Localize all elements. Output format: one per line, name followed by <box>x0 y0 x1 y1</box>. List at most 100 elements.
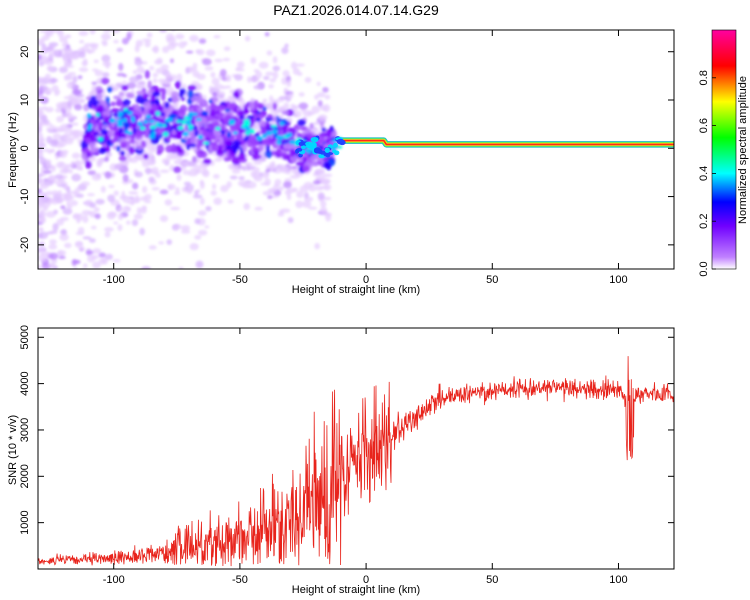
heatmap-cell <box>151 186 160 191</box>
heatmap-cell <box>263 75 270 81</box>
heatmap-cell <box>165 72 173 80</box>
heatmap-cell <box>38 109 45 115</box>
heatmap-cell <box>194 218 201 225</box>
heatmap-cell <box>336 145 343 149</box>
heatmap-cell <box>215 126 221 131</box>
heatmap-cell <box>38 39 45 44</box>
heatmap-cell <box>154 59 163 65</box>
heatmap-cell <box>121 80 128 85</box>
heatmap-cell <box>53 49 62 57</box>
heatmap-cell <box>74 23 82 29</box>
heatmap-cell <box>196 107 203 112</box>
heatmap-cell <box>123 122 131 129</box>
heatmap-cell <box>312 180 321 185</box>
heatmap-cell <box>59 161 64 168</box>
heatmap-cell <box>44 8 51 14</box>
heatmap-cell <box>181 83 187 89</box>
heatmap-cell <box>319 206 328 214</box>
heatmap-cell <box>94 213 101 220</box>
heatmap-cell <box>104 156 110 162</box>
heatmap-cell <box>265 71 275 76</box>
heatmap-cell <box>152 91 161 98</box>
heatmap-cell <box>107 194 116 203</box>
heatmap-cell <box>73 129 83 138</box>
heatmap-cell <box>134 171 143 178</box>
heatmap-cell <box>119 195 128 200</box>
heatmap-cell <box>136 90 146 96</box>
heatmap-cell <box>115 100 123 107</box>
heatmap-cell <box>76 213 84 221</box>
heatmap-cell <box>210 71 216 78</box>
heatmap-cell <box>122 117 128 123</box>
heatmap-cell <box>280 208 291 213</box>
heatmap-cell <box>180 96 186 102</box>
heatmap-cell <box>139 227 145 236</box>
heatmap-cell <box>187 128 193 132</box>
heatmap-cell <box>118 91 125 98</box>
heatmap-cell <box>285 132 293 138</box>
heatmap-cell <box>169 58 175 64</box>
heatmap-cell <box>71 152 81 159</box>
heatmap-cell <box>77 296 84 299</box>
heatmap-cell <box>76 193 84 198</box>
heatmap-cell <box>318 154 325 159</box>
heatmap-cell <box>178 41 186 49</box>
heatmap-cell <box>62 196 68 201</box>
heatmap-cell <box>253 167 260 173</box>
heatmap-cell <box>271 150 276 156</box>
heatmap-cell <box>225 85 231 89</box>
heatmap-cell <box>201 111 209 117</box>
heatmap-cell <box>128 131 133 136</box>
heatmap-cell <box>151 170 159 175</box>
heatmap-cell <box>41 296 49 300</box>
colorbar-ticks: 0.0 0.2 0.4 0.6 0.8 <box>698 70 716 277</box>
heatmap-cell <box>243 202 251 211</box>
heatmap-cell <box>125 152 132 159</box>
heatmap-cell <box>126 32 132 41</box>
heatmap-cell <box>214 58 223 63</box>
colorbar-tick-label: 0.4 <box>698 166 710 181</box>
heatmap-cell <box>227 199 234 204</box>
heatmap-cell <box>322 86 329 93</box>
heatmap-cell <box>73 284 79 288</box>
heatmap-cell <box>97 16 107 21</box>
heatmap-cell <box>48 42 59 47</box>
heatmap-cell <box>97 121 104 128</box>
heatmap-cell <box>197 229 208 236</box>
heatmap-cell <box>141 185 148 194</box>
heatmap-cell <box>177 125 184 131</box>
heatmap-cell <box>310 161 319 167</box>
heatmap-cell <box>46 312 55 317</box>
heatmap-cell <box>113 190 119 196</box>
heatmap-cell <box>96 104 105 114</box>
heatmap-cell <box>243 119 250 125</box>
heatmap-cell <box>61 167 69 173</box>
heatmap-cell <box>44 73 52 82</box>
heatmap-cell <box>170 206 181 211</box>
heatmap-cell <box>253 69 260 73</box>
heatmap-cell <box>212 121 220 129</box>
heatmap-cell <box>154 128 164 136</box>
heatmap-cell <box>63 55 68 64</box>
heatmap-cell <box>39 48 48 53</box>
heatmap-cell <box>325 128 332 138</box>
heatmap-cell <box>213 35 221 39</box>
heatmap-cell <box>64 242 72 249</box>
heatmap-cell <box>265 168 271 173</box>
heatmap-cell <box>175 33 185 40</box>
heatmap-cell <box>189 243 199 251</box>
heatmap-cell <box>110 101 116 107</box>
heatmap-cell <box>155 97 160 105</box>
heatmap-cell <box>250 57 257 64</box>
heatmap-cell <box>322 173 333 178</box>
heatmap-cell <box>310 136 319 143</box>
y-tick-label: 5000 <box>19 325 31 349</box>
heatmap-cell <box>83 114 88 123</box>
heatmap-cell <box>295 63 305 67</box>
heatmap-cell <box>64 61 71 67</box>
heatmap-cell <box>222 57 231 62</box>
heatmap-cell <box>244 35 251 42</box>
heatmap-cell <box>158 241 165 245</box>
heatmap-cell <box>159 169 170 173</box>
heatmap-cell <box>145 139 152 145</box>
